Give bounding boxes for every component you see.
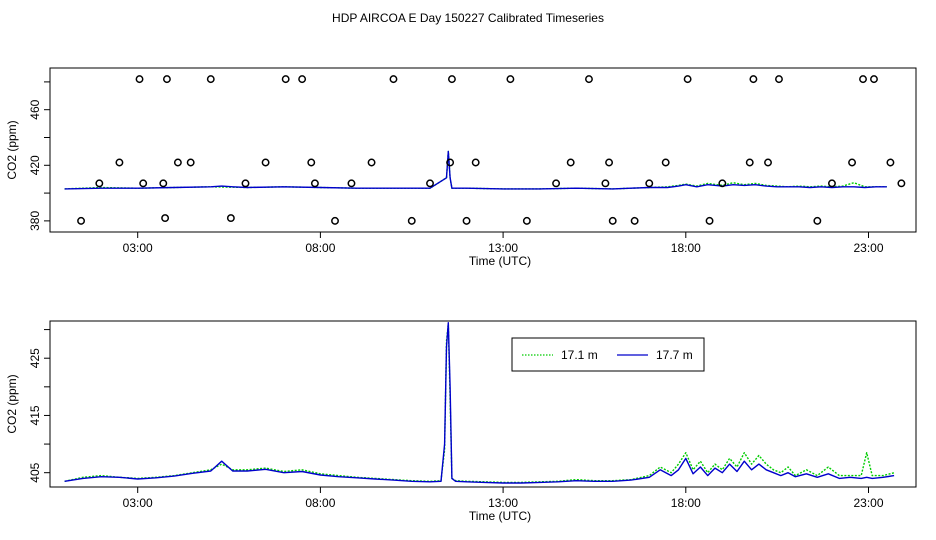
data-point [630,216,639,225]
x-tick-label: 08:00 [305,496,335,510]
data-point [870,75,878,84]
data-point [608,216,617,225]
data-point [566,158,575,167]
plot-frame [49,67,917,233]
data-point [886,158,895,167]
data-point [206,75,215,84]
y-axis-title: CO2 (ppm) [5,374,19,433]
plot-frame [49,320,917,488]
data-point [749,75,758,84]
data-point [506,75,515,84]
data-point [601,179,610,188]
data-point [407,216,416,225]
x-tick-label: 13:00 [488,241,518,255]
data-point [897,179,906,188]
data-point [745,158,754,167]
data-point [135,75,144,84]
series-17-1-m-line [64,323,895,484]
data-point [173,158,182,167]
series-17-7-m-line [64,150,887,190]
legend-label-17-1m: 17.1 m [561,348,598,362]
x-tick-label: 03:00 [123,496,153,510]
y-tick-label: 405 [28,462,42,482]
data-point [162,75,171,84]
data-point [307,158,316,167]
data-point [367,158,376,167]
data-point [115,158,124,167]
data-point [848,158,857,167]
data-point [775,75,783,84]
data-point [859,75,867,84]
x-tick-label: 23:00 [853,496,883,510]
data-point [828,179,836,188]
data-point [310,179,319,188]
y-tick-label: 460 [28,99,42,119]
x-tick-label: 18:00 [671,241,701,255]
data-point [241,179,250,188]
x-tick-label: 08:00 [305,241,335,255]
data-point [161,214,170,223]
data-point [447,75,456,84]
data-point [226,214,235,223]
x-tick-label: 23:00 [853,241,883,255]
chart-title: HDP AIRCOA E Day 150227 Calibrated Times… [332,11,604,25]
top-panel: 03:00 08:00 13:00 18:00 23:00 380 420 460 Time (… [5,67,917,268]
data-point [522,216,531,225]
data-point [585,75,593,84]
y-axis-title: CO2 (ppm) [5,120,19,179]
legend: 17.1 m 17.7 m [511,337,705,372]
x-axis-title: Time (UTC) [469,254,531,268]
x-tick-label: 13:00 [488,496,518,510]
data-point [77,216,86,225]
data-point [645,179,654,188]
series-17-7-m-line [64,322,895,484]
data-point [552,179,561,188]
data-point [471,158,480,167]
data-point [159,179,168,188]
y-tick-label: 425 [28,348,42,368]
data-point [718,179,727,188]
data-point [426,179,434,188]
data-point [281,75,290,84]
data-point [683,75,692,84]
x-tick-label: 03:00 [123,241,153,255]
data-point [389,75,398,84]
data-point [298,75,307,84]
data-point [661,158,670,167]
series-17-1-m-line [64,150,887,190]
y-tick-label: 415 [28,405,42,425]
data-point [261,158,270,167]
data-point [139,179,148,188]
bottom-panel: 03:00 08:00 13:00 18:00 23:00 405 415 425 Time (… [5,320,917,523]
legend-label-17-7m: 17.7 m [656,348,693,362]
y-tick-label: 420 [28,155,42,175]
data-point [95,179,104,188]
data-point [705,216,714,225]
data-point [462,216,471,225]
data-point [347,179,356,188]
data-point [186,158,195,167]
data-point [331,216,339,225]
data-point [605,158,614,167]
x-axis-title: Time (UTC) [469,509,531,523]
data-point [813,216,822,225]
data-point [764,158,772,167]
data-point [446,158,455,167]
y-tick-label: 380 [28,211,42,231]
x-tick-label: 18:00 [671,496,701,510]
